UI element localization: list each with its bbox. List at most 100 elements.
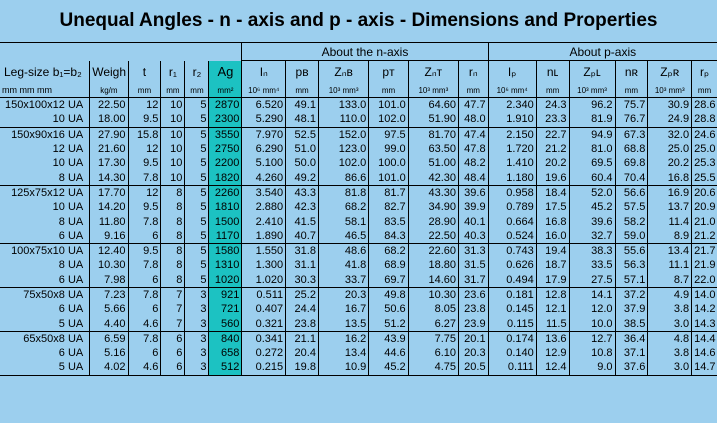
cell-leg: 10 UA	[0, 112, 90, 128]
cell-Ip: 0.174	[487, 331, 537, 347]
cell-weight: 7.98	[89, 272, 129, 288]
col-header-ZnT: Zₙᴛ	[407, 60, 459, 83]
cell-pT: 102.0	[368, 112, 409, 128]
cell-In: 0.407	[241, 302, 286, 317]
cell-ZpL: 52.0	[568, 185, 616, 201]
cell-leg: 6 UA	[58, 303, 84, 316]
cell-ZnT: 6.10	[407, 346, 459, 361]
col-header-r2: r₂	[184, 60, 209, 83]
cell-weight: 5.16	[89, 346, 129, 361]
table-row: 8 UA 14.30 7.8 10 5 1820 4.260 49.2 86.6 101.0 42.…	[0, 170, 717, 186]
col-header-pT: pᴛ	[368, 60, 409, 83]
col-unit-pT: mm	[368, 83, 409, 98]
col-header-ZpR: Zₚʀ	[647, 60, 692, 83]
cell-nR: 36.4	[614, 331, 648, 347]
page-title: Unequal Angles - n - axis and p - axis -…	[0, 0, 717, 43]
cell-ZpL: 10.8	[568, 346, 616, 361]
cell-r1: 8	[160, 243, 185, 259]
cell-ZnB: 86.6	[317, 170, 369, 186]
col-unit-r2: mm	[184, 83, 209, 98]
cell-pT: 69.7	[368, 272, 409, 288]
cell-ZpL: 69.5	[568, 156, 616, 171]
cell-pT: 50.6	[368, 302, 409, 317]
cell-nR: 67.3	[614, 127, 648, 142]
cell-ZnT: 34.90	[407, 200, 459, 215]
col-header-In: Iₙ	[241, 60, 286, 83]
col-unit-ag: mm²	[208, 83, 242, 98]
cell-pB: 49.2	[285, 170, 319, 186]
cell-ZpR: 13.4	[647, 243, 692, 259]
cell-nL: 13.6	[535, 331, 570, 347]
cell-ZnB: 41.8	[317, 258, 369, 273]
cell-weight: 27.90	[89, 127, 129, 142]
cell-r2: 3	[184, 302, 209, 317]
cell-pB: 52.5	[285, 127, 319, 142]
column-header-row: Leg-size b₁=b₂ Weigh t r₁ r₂ Ag Iₙ pʙ Zₙʙ pᴛ Zₙᴛ rₙ…	[0, 60, 717, 83]
col-header-Ip: Iₚ	[487, 60, 537, 83]
cell-rp: 25.5	[691, 170, 717, 186]
cell-ZpR: 24.9	[647, 112, 692, 128]
cell-ZnB: 33.7	[317, 272, 369, 288]
cell-Ip: 0.789	[487, 200, 537, 215]
cell-In: 3.540	[241, 185, 286, 201]
cell-rn: 20.3	[458, 346, 489, 361]
cell-In: 0.341	[241, 331, 286, 347]
cell-ZnB: 48.6	[317, 243, 369, 259]
cell-pB: 30.3	[285, 272, 319, 288]
cell-nR: 57.5	[614, 200, 648, 215]
col-unit-nL: mm	[535, 83, 570, 98]
cell-pB: 31.8	[285, 243, 319, 259]
cell-leg: 150x100x12 UA	[4, 99, 84, 112]
unit-header-row: mm mm mm kg/m mm mm mm mm² 10⁶ mm⁴ mm 10³ mm³ mm 1…	[0, 83, 717, 98]
table-row: 6 UA 7.98 6 8 5 1020 1.020 30.3 33.7 69.7 14.60 31.…	[0, 272, 717, 288]
col-unit-ZpR: 10³ mm³	[647, 83, 692, 98]
cell-In: 0.511	[241, 287, 286, 303]
cell-ZnT: 8.05	[407, 302, 459, 317]
table-row: 5 UA 4.02 4.6 6 3 512 0.215 19.8 10.9 45.2 4.75 20.…	[0, 360, 717, 376]
cell-t: 6	[127, 302, 161, 317]
cell-rn: 23.8	[458, 302, 489, 317]
cell-r1: 6	[160, 360, 185, 376]
cell-Ip: 1.720	[487, 141, 537, 157]
cell-Ip: 0.494	[487, 272, 537, 288]
table-row: 5 UA 4.40 4.6 7 3 560 0.321 23.8 13.5 51.2 6.27 23.…	[0, 316, 717, 332]
cell-r2: 3	[184, 287, 209, 303]
cell-Ip: 0.111	[487, 360, 537, 376]
cell-nL: 24.3	[535, 97, 570, 113]
cell-ZnB: 10.9	[317, 360, 369, 376]
cell-rn: 39.6	[458, 185, 489, 201]
cell-leg: 12 UA	[52, 143, 84, 156]
cell-ZpR: 25.0	[647, 141, 692, 157]
cell-ZpL: 39.6	[568, 214, 616, 229]
cell-nL: 12.4	[535, 360, 570, 376]
cell-t: 4.6	[127, 360, 161, 376]
cell-leg: 6 UA	[58, 347, 84, 360]
cell-t: 6	[127, 272, 161, 288]
cell-ZnT: 51.90	[407, 112, 459, 128]
cell-rp: 20.6	[691, 185, 717, 201]
cell-ZnB: 20.3	[317, 287, 369, 303]
properties-table: About the n-axis About p-axis Leg-size b…	[0, 42, 717, 376]
cell-ag: 2870	[208, 97, 242, 113]
cell-rp: 25.3	[691, 156, 717, 171]
cell-ZnT: 10.30	[407, 287, 459, 303]
cell-pT: 82.7	[368, 200, 409, 215]
cell-In: 4.260	[241, 170, 286, 186]
cell-r1: 10	[160, 112, 185, 128]
cell-pT: 44.6	[368, 346, 409, 361]
cell-weight: 14.30	[89, 170, 129, 186]
cell-ZpR: 3.8	[647, 302, 692, 317]
cell-ag: 1580	[208, 243, 242, 259]
cell-t: 9.5	[127, 243, 161, 259]
cell-Ip: 0.140	[487, 346, 537, 361]
cell-r1: 8	[160, 228, 185, 244]
cell-ZpL: 33.5	[568, 258, 616, 273]
cell-ZnT: 4.75	[407, 360, 459, 376]
cell-Ip: 0.743	[487, 243, 537, 259]
cell-ZnT: 22.50	[407, 228, 459, 244]
cell-ZpL: 81.0	[568, 141, 616, 157]
cell-Ip: 2.150	[487, 127, 537, 142]
cell-ZpR: 11.4	[647, 214, 692, 229]
col-unit-rp: mm	[691, 83, 717, 98]
cell-pB: 41.5	[285, 214, 319, 229]
